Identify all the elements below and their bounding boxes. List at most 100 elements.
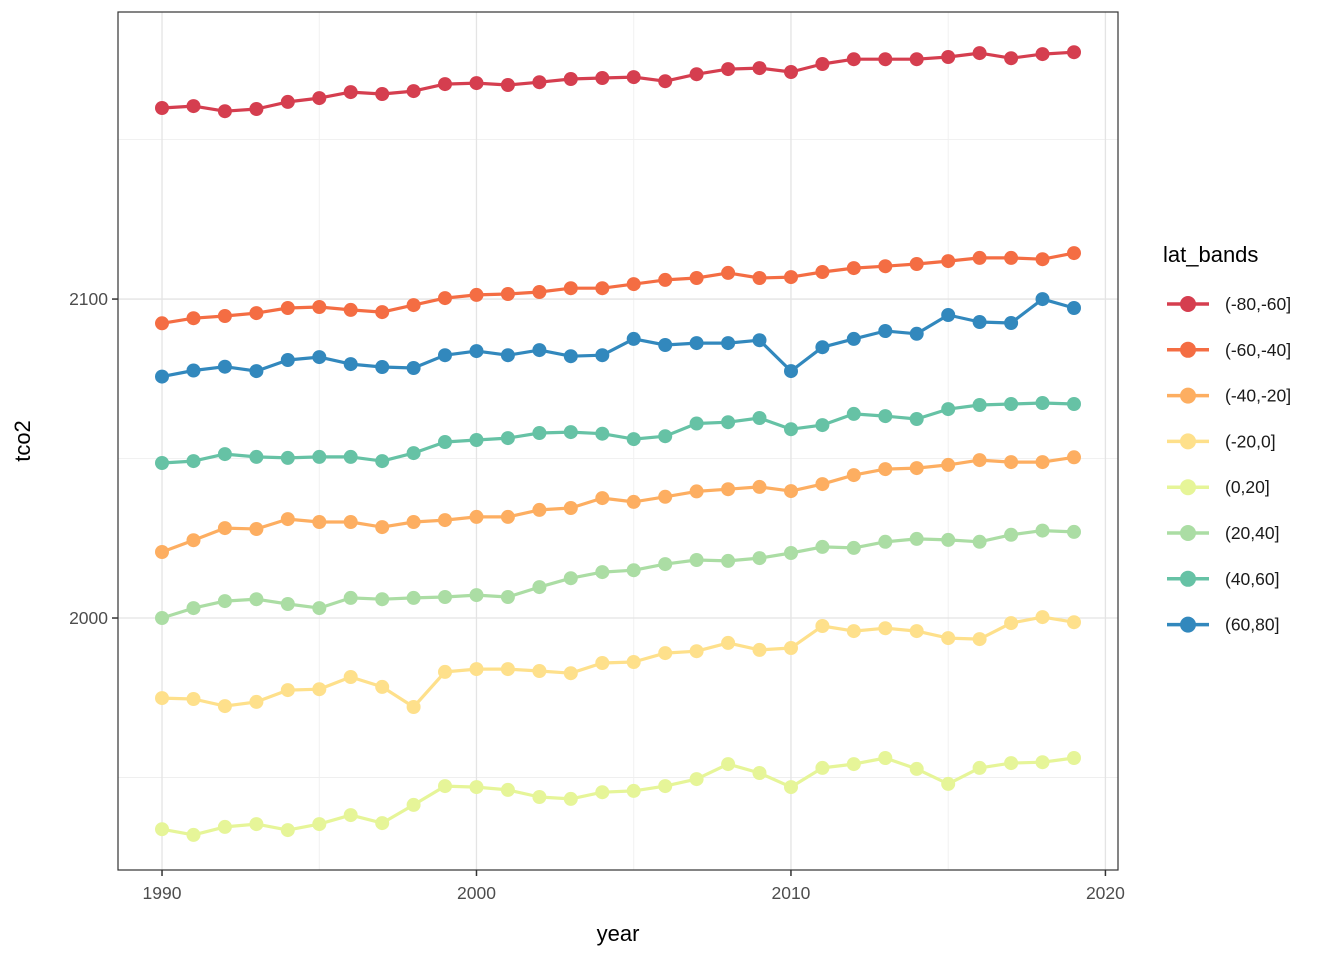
data-point [941,308,956,322]
data-point [343,85,358,100]
data-point [217,699,232,714]
data-point [217,819,232,834]
data-point [217,447,232,462]
data-point [532,580,547,595]
data-point [658,779,673,794]
data-point [312,515,327,529]
data-point [217,359,232,374]
data-point [815,265,830,279]
data-point [595,491,610,506]
data-point [438,348,452,363]
data-point [972,250,987,265]
data-point [878,324,893,338]
data-point [1035,755,1050,770]
data-point [312,601,327,616]
data-point [752,411,767,425]
series [155,292,1081,384]
data-point [909,761,924,776]
data-point [595,426,610,441]
data-point [375,816,390,831]
legend-label: (40,60] [1225,569,1279,589]
data-point [846,540,861,555]
data-point [280,512,295,527]
legend-key-dot [1180,341,1196,358]
data-point [343,302,358,317]
data-point [280,353,295,367]
data-point [815,539,830,554]
data-point [626,277,641,292]
data-point [626,331,641,346]
x-axis-title: year [597,921,640,946]
data-point [784,65,798,79]
data-point [1035,292,1050,307]
data-point [406,446,421,461]
data-point [343,808,358,823]
data-point [1067,246,1081,261]
data-point [941,776,956,791]
legend-key-dot [1180,296,1196,312]
data-point [1004,455,1019,470]
data-point [532,426,547,440]
data-point [186,311,201,326]
legend-key-dot [1180,479,1196,496]
data-point [846,406,861,421]
series [155,450,1081,559]
data-point [500,78,515,92]
legend-item: (-40,-20] [1167,386,1291,406]
series [155,523,1081,625]
data-point [312,91,327,106]
data-point [909,624,924,639]
data-point [155,101,169,115]
data-point [784,484,798,499]
data-point [249,592,264,607]
legend-item: (0,20] [1167,477,1270,497]
data-point [438,513,452,528]
data-point [689,67,704,82]
legend-item: (40,60] [1167,569,1279,589]
data-point [186,533,201,548]
data-point [375,360,390,374]
data-point [280,597,295,611]
data-point [406,298,421,313]
data-point [563,349,578,364]
legend-item: (-20,0] [1167,431,1276,451]
data-point [469,588,484,603]
data-point [846,468,861,483]
panel-border [117,11,1119,871]
data-point [155,691,169,706]
data-point [721,553,736,568]
data-point [941,631,956,646]
data-point [249,102,264,116]
data-point [563,791,578,806]
data-point [1004,250,1019,265]
data-point [249,449,264,464]
data-point [626,783,641,798]
data-point [186,99,201,114]
data-point [500,287,515,301]
data-point [878,259,893,274]
data-point [343,449,358,464]
data-point [469,344,484,359]
data-point [155,545,169,559]
data-point [312,682,327,697]
data-point [658,74,673,89]
data-point [217,594,232,609]
data-point [972,632,987,647]
legend-item: (-80,-60] [1167,294,1291,314]
data-point [784,270,798,285]
data-point [595,785,610,800]
data-point [186,363,201,378]
data-point [563,666,578,681]
data-point [626,563,641,578]
data-point [752,271,767,285]
data-point [217,309,232,323]
legend-label: (60,80] [1225,615,1279,635]
legend-label: (-80,-60] [1225,294,1291,314]
data-point [972,760,987,775]
data-point [1035,396,1050,410]
data-point [846,261,861,276]
data-point [438,291,452,306]
data-point [784,364,798,379]
data-point [1067,450,1081,465]
